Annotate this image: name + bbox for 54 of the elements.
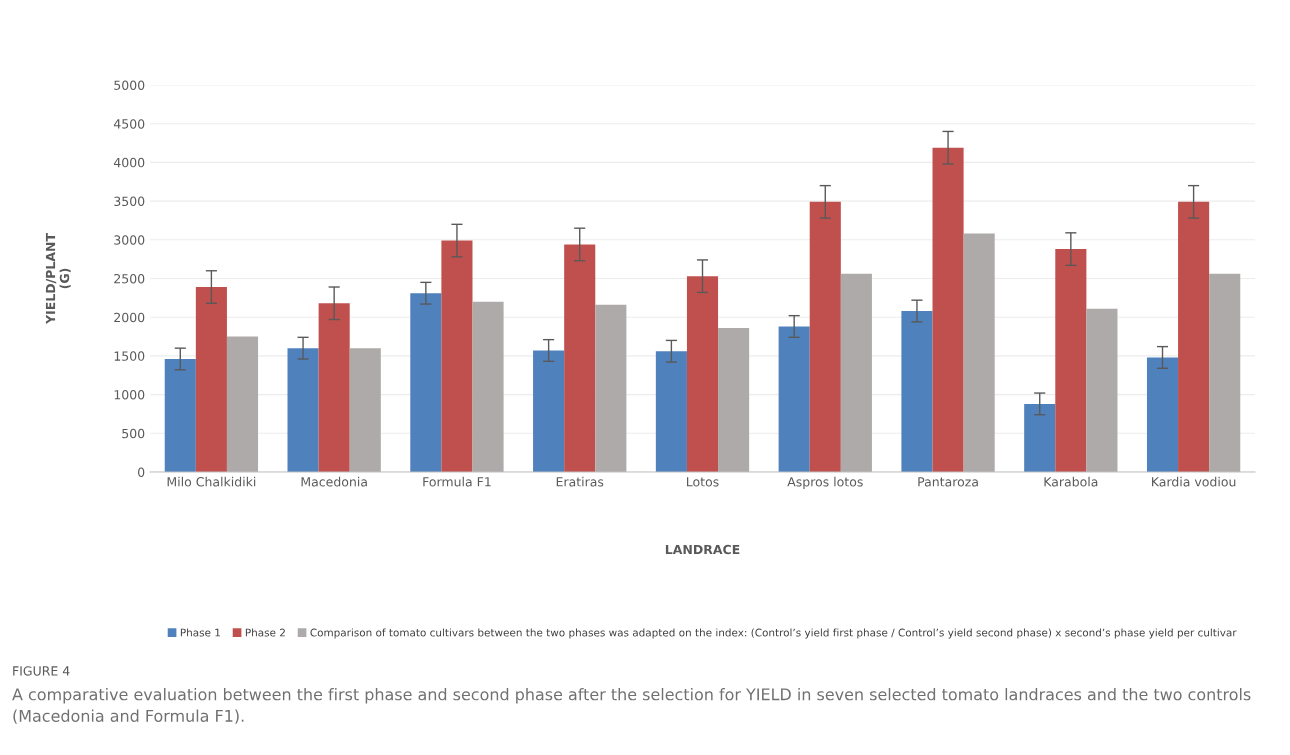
legend-label: Phase 1: [180, 628, 220, 637]
bar: [1055, 249, 1087, 472]
legend-label: Comparison of tomato cultivars between the two phases was adapted on the index: (Control’s yield first phase / Control’s yield second phase) x second’s phase yield per cultivar: [310, 628, 1237, 639]
bar: [410, 293, 442, 472]
bar: [226, 336, 259, 472]
bar: [533, 350, 565, 472]
bar: [1146, 357, 1179, 472]
x-tick-label: Milo Chalkidiki: [167, 476, 256, 487]
bar: [809, 201, 841, 472]
y-axis-title: YIELD/PLANT (G): [45, 233, 71, 325]
x-tick-label: Pantaroza: [918, 477, 978, 487]
bar: [932, 147, 964, 472]
y-tick-label: 500: [122, 428, 145, 439]
bar: [564, 244, 596, 472]
y-tick-label: 0: [138, 467, 145, 477]
bar: [164, 359, 196, 472]
bar: [441, 240, 473, 472]
bar: [1178, 201, 1210, 472]
x-axis-title: LANDRACE: [665, 544, 740, 555]
x-tick-label: Eratiras: [556, 476, 604, 487]
caption: FIGURE 4: [13, 666, 70, 676]
bar: [655, 351, 687, 472]
x-tick-label: Formula F1: [423, 476, 491, 487]
bar: [778, 326, 810, 472]
y-tick-label: 4000: [113, 157, 145, 168]
x-tick-label: Karabola: [1044, 476, 1098, 487]
x-tick-label: Kardia vodiou: [1152, 476, 1236, 487]
legend-label: Phase 2: [245, 628, 285, 637]
bar: [472, 301, 504, 472]
bar: [1024, 403, 1056, 472]
y-tick-label: 5000: [114, 80, 145, 90]
bar: [686, 276, 719, 472]
bar: [963, 233, 995, 472]
y-tick-label: 3500: [114, 196, 145, 207]
bar: [195, 287, 227, 472]
bar: [1086, 308, 1118, 472]
bar: [318, 303, 350, 472]
y-tick-label: 4500: [113, 119, 145, 129]
y-tick-label: 2500: [114, 273, 145, 284]
x-tick-label: Aspros lotos: [787, 476, 863, 489]
bar: [1209, 273, 1241, 472]
bar: [840, 273, 872, 472]
y-tick-label: 2000: [114, 312, 145, 323]
bar: [595, 304, 627, 472]
bar: [718, 328, 750, 472]
text: A comparative evaluation between the first phase and second phase after the selection for YIELD in seven selected tomato landraces and the two controls (Macedonia and Formula F1).: [12, 688, 1251, 724]
y-tick-label: 1500: [114, 351, 145, 361]
y-tick-label: 1000: [114, 390, 145, 400]
bar: [901, 311, 933, 472]
x-tick-label: Lotos: [687, 477, 719, 487]
bar: [287, 348, 319, 472]
x-tick-label: Macedonia: [301, 476, 367, 487]
bar: [349, 348, 381, 472]
y-tick-label: 3000: [114, 235, 145, 245]
